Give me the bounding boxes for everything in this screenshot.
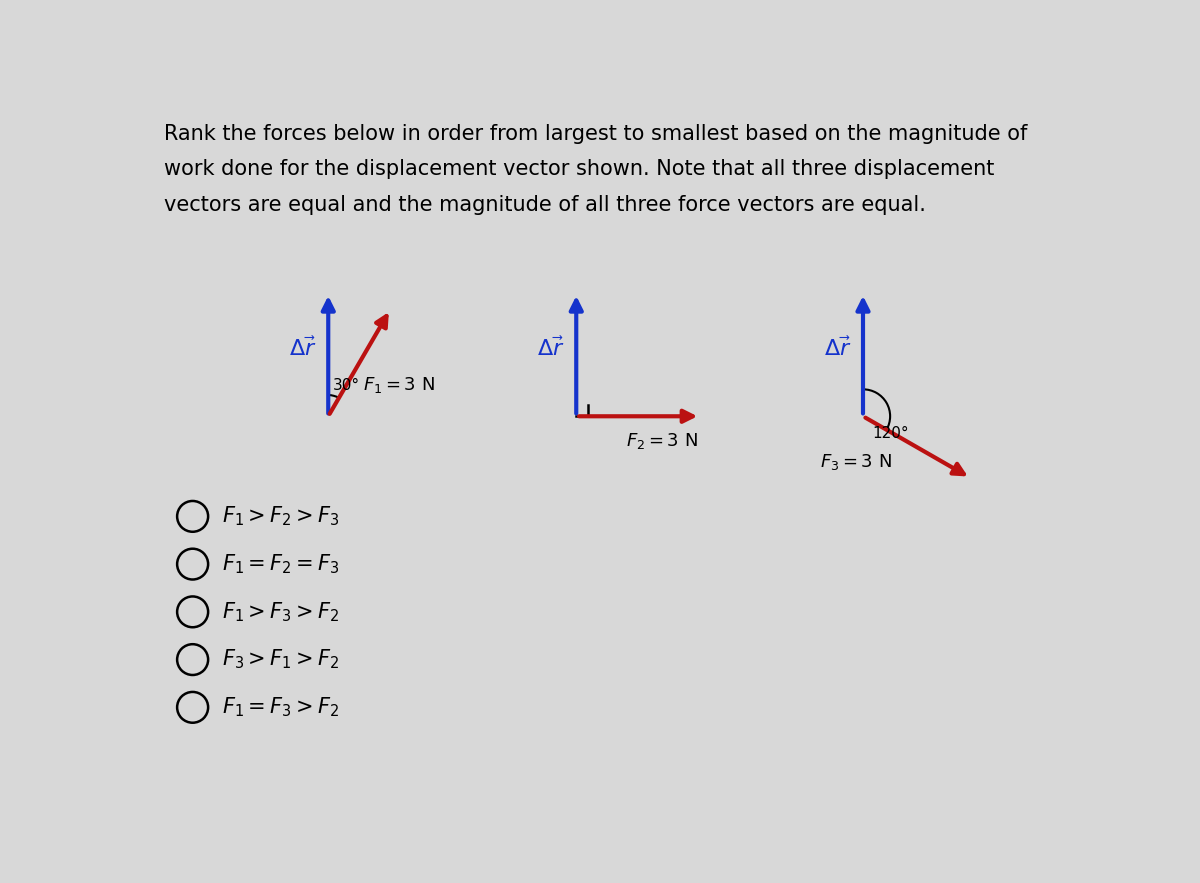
Text: $F_3 > F_1 > F_2$: $F_3 > F_1 > F_2$ bbox=[222, 648, 340, 671]
Text: $F_1 > F_2 > F_3$: $F_1 > F_2 > F_3$ bbox=[222, 504, 340, 528]
Text: $\Delta\vec{r}$: $\Delta\vec{r}$ bbox=[289, 337, 317, 360]
Text: $F_1 > F_3 > F_2$: $F_1 > F_3 > F_2$ bbox=[222, 600, 340, 623]
Text: $F_3 = 3$ N: $F_3 = 3$ N bbox=[821, 452, 893, 472]
Text: $F_1 = 3$ N: $F_1 = 3$ N bbox=[364, 375, 434, 395]
Text: $\Delta\vec{r}$: $\Delta\vec{r}$ bbox=[824, 337, 851, 360]
Text: 120°: 120° bbox=[872, 426, 908, 441]
Text: $F_2 = 3$ N: $F_2 = 3$ N bbox=[626, 431, 697, 450]
Text: work done for the displacement vector shown. Note that all three displacement: work done for the displacement vector sh… bbox=[164, 159, 995, 179]
Text: $F_1 = F_3 > F_2$: $F_1 = F_3 > F_2$ bbox=[222, 696, 340, 719]
Text: vectors are equal and the magnitude of all three force vectors are equal.: vectors are equal and the magnitude of a… bbox=[164, 194, 926, 215]
Text: $F_1 = F_2 = F_3$: $F_1 = F_2 = F_3$ bbox=[222, 552, 340, 576]
Text: $\Delta\vec{r}$: $\Delta\vec{r}$ bbox=[538, 337, 565, 360]
Text: 30°: 30° bbox=[332, 378, 360, 393]
Text: Rank the forces below in order from largest to smallest based on the magnitude o: Rank the forces below in order from larg… bbox=[164, 124, 1027, 144]
